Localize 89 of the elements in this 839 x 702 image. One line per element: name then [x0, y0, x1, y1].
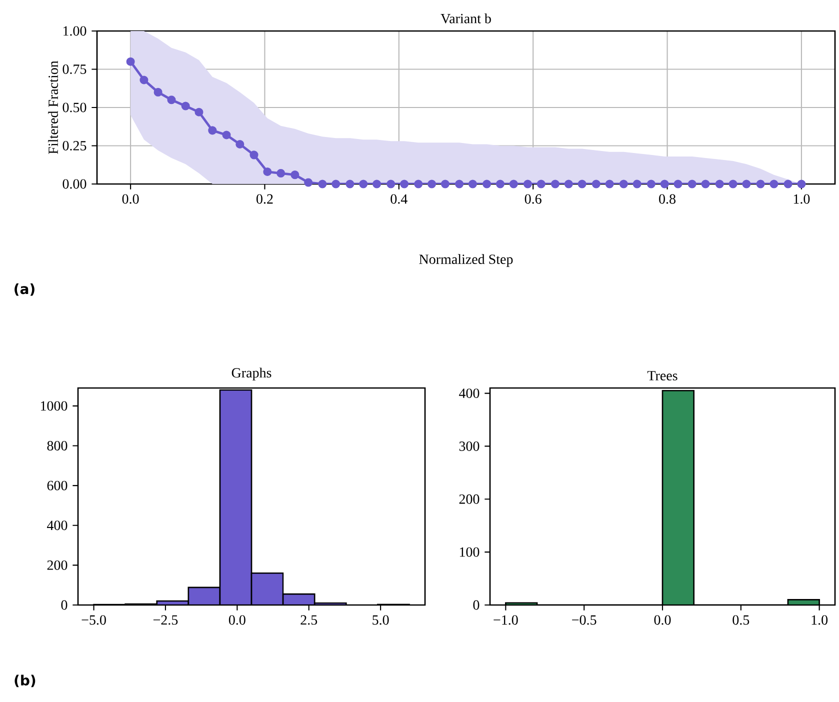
x-tick-label: −5.0	[82, 615, 106, 625]
chart-title: Variant b	[440, 13, 491, 24]
x-tick-label: 0.0	[654, 615, 671, 625]
point	[276, 169, 286, 178]
point	[523, 180, 532, 188]
y-tick-label: 300	[459, 441, 480, 451]
point	[646, 180, 656, 188]
x-axis-title: Normalized Step	[419, 254, 513, 267]
y-axis-title: Filtered Fraction	[48, 60, 58, 154]
text: (b)	[14, 674, 36, 688]
y-tick-label: 1.00	[63, 26, 86, 36]
x-tick-label: 0.0	[122, 194, 139, 204]
y-tick-label: 200	[459, 494, 480, 504]
point	[290, 170, 300, 180]
point	[688, 180, 696, 188]
x-tick-label: 0.4	[390, 194, 408, 204]
point	[784, 180, 792, 188]
y-tick-label: 0.00	[62, 179, 86, 189]
point	[222, 130, 231, 140]
point	[674, 180, 682, 188]
point	[428, 180, 436, 188]
point	[468, 180, 477, 188]
x-tick-label: 5.0	[372, 615, 389, 625]
point	[440, 180, 450, 188]
point	[236, 140, 244, 148]
y-tick-label: 800	[47, 441, 68, 450]
point	[154, 88, 162, 96]
y-tick-label: 0.25	[62, 141, 86, 150]
y-tick-label: 0	[473, 600, 480, 610]
x-tick-label: 1.0	[812, 615, 828, 625]
point	[332, 180, 340, 188]
point	[592, 180, 600, 188]
point	[728, 180, 738, 188]
y-tick-label: 1000	[40, 401, 68, 411]
x-tick-label: 2.5	[300, 615, 318, 625]
point	[359, 180, 368, 188]
point	[605, 180, 614, 188]
point	[386, 180, 396, 188]
y-tick-label: 100	[460, 547, 480, 557]
point	[414, 180, 423, 188]
point	[318, 180, 327, 188]
x-tick-label: 0.2	[256, 194, 273, 204]
point	[701, 180, 710, 188]
y-tick-label: 400	[47, 520, 68, 530]
point	[181, 102, 190, 110]
point	[400, 180, 409, 188]
point	[742, 180, 751, 188]
point	[578, 180, 586, 188]
point	[564, 180, 573, 188]
x-tick-label: −1.0	[494, 615, 518, 625]
point	[660, 180, 669, 188]
point	[304, 178, 313, 187]
y-tick-label: 600	[47, 480, 68, 490]
x-tick-label: 0.6	[524, 194, 542, 204]
point	[797, 180, 806, 188]
x-tick-label: 0.8	[659, 194, 676, 204]
point	[372, 180, 382, 188]
point	[619, 180, 628, 188]
y-tick-label: 0.75	[62, 64, 86, 74]
point	[632, 180, 642, 188]
point	[715, 180, 724, 188]
point	[250, 150, 258, 160]
point	[455, 180, 464, 188]
point	[140, 76, 148, 84]
point	[496, 180, 504, 188]
y-tick-label: 200	[47, 560, 68, 570]
point	[550, 180, 560, 188]
chart-title: Trees	[647, 371, 678, 380]
point	[208, 126, 217, 135]
point	[536, 180, 546, 188]
y-tick-label: 0	[61, 600, 68, 610]
point	[756, 180, 765, 188]
point	[167, 96, 176, 104]
point	[482, 180, 492, 188]
x-tick-label: 0.5	[732, 615, 750, 625]
y-tick-label: 400	[459, 388, 480, 398]
point	[770, 180, 778, 188]
point	[194, 108, 204, 116]
y-tick-label: 0.50	[62, 102, 86, 112]
point	[126, 57, 135, 66]
point	[263, 167, 272, 176]
point	[509, 180, 518, 188]
x-tick-label: −0.5	[572, 615, 596, 625]
x-tick-label: 0.0	[228, 615, 246, 625]
chart-title: Graphs	[232, 368, 272, 380]
text: (a)	[14, 283, 34, 296]
x-tick-label: −2.5	[153, 615, 178, 625]
x-tick-label: 1.0	[794, 194, 810, 204]
point	[346, 180, 354, 188]
